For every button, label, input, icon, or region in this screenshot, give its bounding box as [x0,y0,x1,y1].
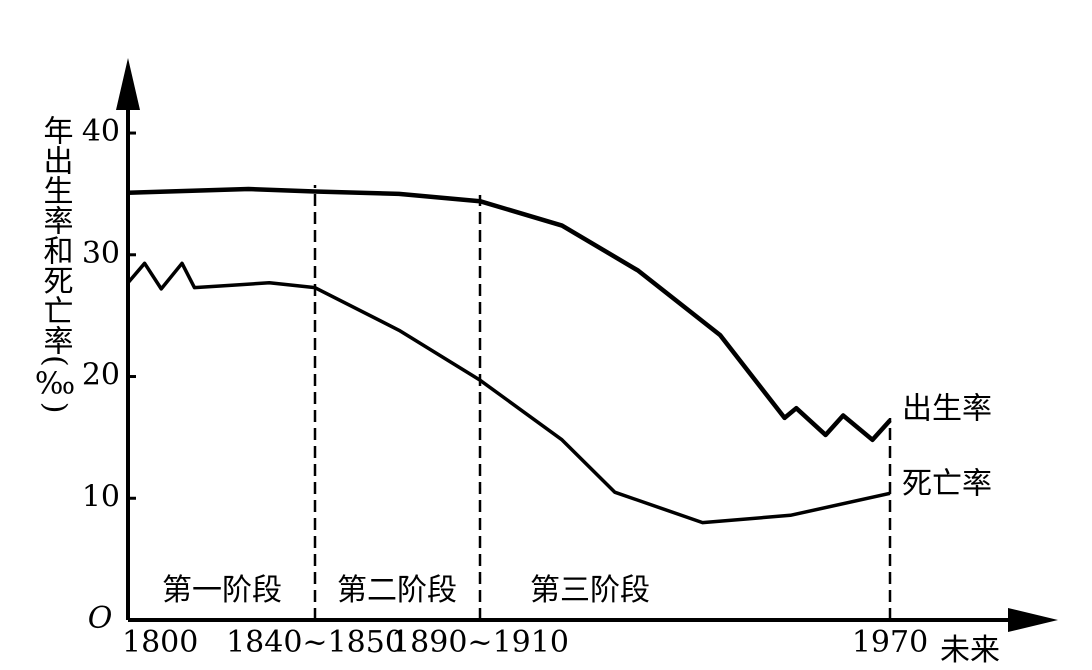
stage-label: 第一阶段 [162,573,282,608]
series-label: 死亡率 [902,466,992,501]
x-axis-arrow [1008,608,1058,632]
series-line [127,186,892,443]
series-label: 出生率 [902,391,992,426]
y-tick-label: 30 [82,236,120,271]
x-tick-label: 1890~1910 [391,625,569,660]
x-tick-label: 1840~1850 [226,625,404,660]
stage-label: 第二阶段 [337,573,457,608]
y-tick-label: 20 [82,358,120,393]
x-tick-label: 1800 [122,625,198,660]
y-axis-label: 年出生率和死亡率(‰) [36,115,74,413]
y-tick-label: 40 [82,114,120,149]
x-axis-label: 未来 [940,633,1000,668]
x-tick-label: 1970 [852,625,928,660]
y-tick-label: 10 [82,479,120,514]
stage-label: 第三阶段 [530,573,650,608]
origin-label: O [88,601,113,636]
y-axis-arrow [116,58,140,110]
series-line [126,261,891,525]
